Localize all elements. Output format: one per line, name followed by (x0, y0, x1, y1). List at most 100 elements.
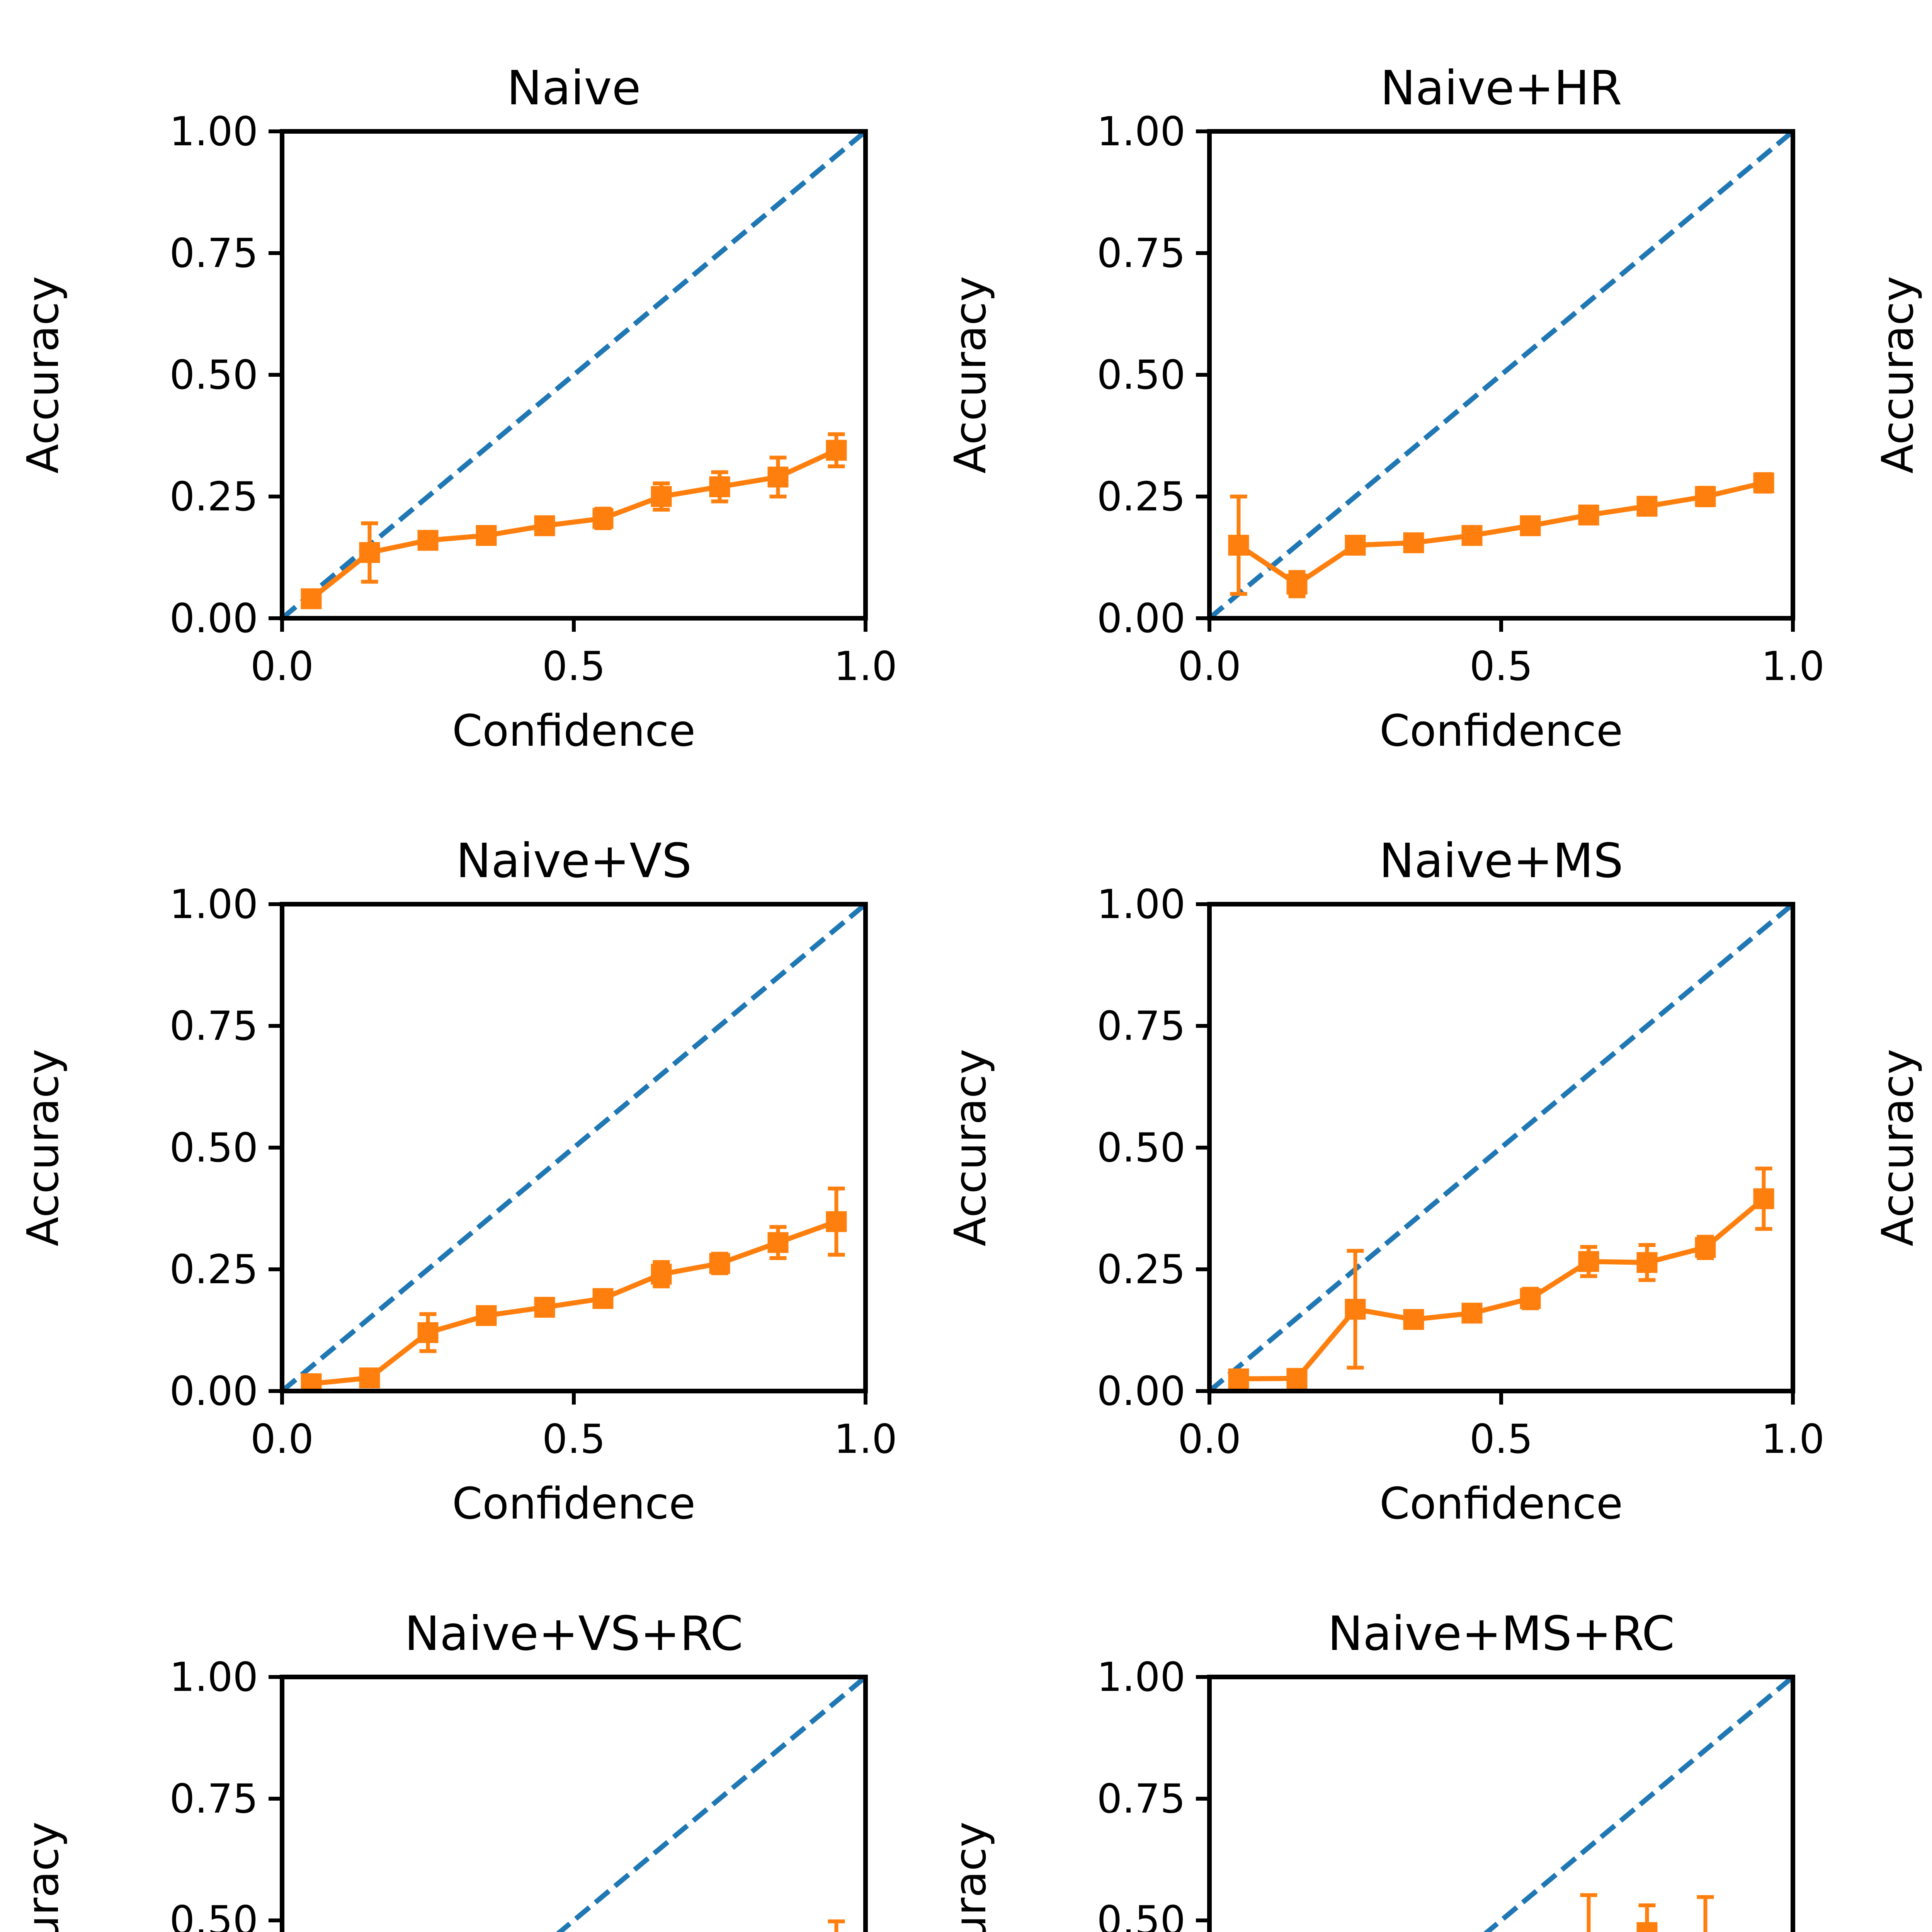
data-point-marker (651, 1264, 672, 1285)
data-point-marker (767, 1232, 789, 1253)
subplot-title: Naive+HR (1380, 61, 1622, 116)
data-point-marker (1753, 1188, 1774, 1209)
x-tick-label: 1.0 (1761, 1416, 1825, 1463)
y-axis-label: Accuracy (1873, 1049, 1923, 1246)
x-tick-label: 0.0 (1178, 643, 1241, 690)
y-tick-label: 0.00 (1097, 1368, 1185, 1415)
y-axis-label: Accuracy (18, 1821, 68, 1932)
series-group (301, 1186, 847, 1391)
y-axis-label: Accuracy (946, 1049, 996, 1246)
y-tick-label: 1.00 (170, 109, 258, 155)
data-point-marker (1228, 535, 1249, 556)
y-axis-label: Accuracy (946, 1821, 996, 1932)
x-tick-label: 1.0 (1761, 643, 1825, 690)
y-tick-label: 0.25 (170, 1247, 258, 1293)
data-point-marker (1695, 486, 1716, 507)
data-point-marker (1461, 1303, 1483, 1324)
data-point-marker (709, 476, 730, 497)
diagonal-reference-line (556, 1677, 866, 1932)
axes-frame (280, 902, 868, 1393)
data-point-marker (476, 525, 497, 546)
x-tick-label: 1.0 (834, 643, 897, 690)
data-point-marker (592, 508, 614, 529)
y-tick-label: 0.00 (170, 1368, 258, 1415)
subplot-naive-ms-rc: Naive+MS+RC0.000.250.500.751.000.00.51.0… (927, 1546, 1855, 1932)
subplot-naive-ms: Naive+MS 0.00 0.25 0.50 0.75 1.00 0.0 0.5 1.0 Con… (927, 773, 1855, 1546)
x-tick-label: 0.0 (250, 643, 314, 690)
x-axis-label: Confidence (452, 1479, 696, 1529)
x-tick-label: 0.5 (542, 1416, 605, 1463)
y-tick-label: 0.50 (170, 352, 258, 398)
x-axis-label: Confidence (1379, 1479, 1623, 1529)
x-tick-label: 1.0 (834, 1416, 897, 1463)
axes-frame (1207, 902, 1795, 1393)
y-tick-label: 0.50 (170, 1898, 258, 1932)
y-axis-label: Accuracy (1873, 276, 1923, 473)
data-point-marker (417, 530, 439, 551)
data-point-marker (826, 1211, 847, 1232)
data-point-marker (1578, 504, 1599, 526)
y-axis-label: Accuracy (18, 1049, 68, 1246)
x-axis-label: Confidence (452, 706, 696, 756)
data-point-marker (417, 1322, 439, 1343)
data-point-marker (1520, 1288, 1541, 1309)
y-tick-label: 0.00 (1097, 595, 1185, 642)
y-tick-label: 1.00 (170, 881, 258, 928)
data-point-marker (1753, 472, 1774, 493)
subplot-naive-vs-rc: Naive+VS+RC0.000.250.500.751.000.00.51.0… (0, 1546, 927, 1932)
diagonal-reference-line (282, 904, 866, 1391)
axes-frame (1207, 129, 1795, 621)
data-point-marker (1695, 1237, 1716, 1258)
data-point-marker (1636, 1922, 1658, 1932)
x-tick-label: 0.5 (542, 643, 605, 690)
subplot-title: Naive+VS+RC (405, 1606, 743, 1661)
y-tick-label: 0.75 (1097, 1003, 1185, 1049)
series-group (301, 432, 847, 609)
data-point-marker (534, 515, 555, 536)
data-point-marker (1345, 1299, 1366, 1320)
subplot-naive-ts: Naive+TS0.000.250.500.751.000.00.51.0Con… (1855, 0, 1932, 773)
subplot-title: Naive+MS+RC (1328, 1606, 1675, 1661)
data-point-marker (1636, 1252, 1658, 1273)
series-line (1238, 1197, 1765, 1381)
y-tick-label: 0.25 (1097, 1247, 1185, 1293)
data-point-marker (592, 1288, 614, 1309)
y-tick-label: 0.75 (170, 1776, 258, 1822)
axes-frame (1207, 1675, 1795, 1932)
data-point-marker (826, 440, 847, 461)
series-line (310, 448, 838, 601)
y-tick-label: 0.75 (1097, 230, 1185, 277)
axes-frame (280, 1675, 868, 1932)
data-point-marker (534, 1297, 555, 1318)
subplot-naive-hr: Naive+HR 0.00 0.25 0.50 0.75 1.00 0.0 0.5 1.0 Con… (927, 0, 1855, 773)
y-tick-label: 0.75 (170, 1003, 258, 1049)
data-point-marker (1228, 1368, 1249, 1389)
subplot-canvas: Naive 0.00 0.25 0.50 0.75 1.00 0.0 0.5 1.0 Confid… (18, 61, 897, 756)
series-group (1580, 1893, 1714, 1932)
data-point-marker (1578, 1251, 1599, 1272)
series-line (1237, 480, 1764, 587)
subplot-title: Naive+MS (1379, 833, 1623, 888)
subplot-naive-ts-rc: Naive+TS+RC0.000.250.500.751.000.00.51.0… (1855, 773, 1932, 1546)
y-tick-label: 1.00 (1097, 109, 1185, 155)
data-point-marker (476, 1305, 497, 1326)
y-tick-label: 1.00 (1097, 881, 1185, 928)
subplot-canvas: Naive+VS 0.00 0.25 0.50 0.75 1.00 0.0 0.5 1.0 Con… (18, 833, 897, 1529)
y-tick-label: 0.00 (170, 595, 258, 642)
data-point-marker (359, 1367, 380, 1388)
subplot-naive-vs: Naive+VS 0.00 0.25 0.50 0.75 1.00 0.0 0.5 1.0 Con… (0, 773, 927, 1546)
diagonal-reference-line (1483, 1677, 1793, 1932)
axes-frame (280, 129, 868, 621)
data-point-marker (1403, 1309, 1424, 1330)
y-tick-label: 0.25 (1097, 474, 1185, 520)
x-axis-label: Confidence (1379, 706, 1623, 756)
data-point-marker (1636, 496, 1658, 517)
subplot-canvas: Naive+MS 0.00 0.25 0.50 0.75 1.00 0.0 0.5 1.0 Con… (946, 833, 1825, 1529)
x-tick-label: 0.0 (250, 1416, 314, 1463)
subplot-canvas: Naive+MS+RC0.000.250.500.751.000.00.51.0… (946, 1606, 1795, 1932)
data-point-marker (301, 1373, 322, 1391)
y-tick-label: 0.25 (170, 474, 258, 520)
x-tick-label: 0.5 (1469, 643, 1533, 690)
y-tick-label: 1.00 (1097, 1654, 1185, 1701)
